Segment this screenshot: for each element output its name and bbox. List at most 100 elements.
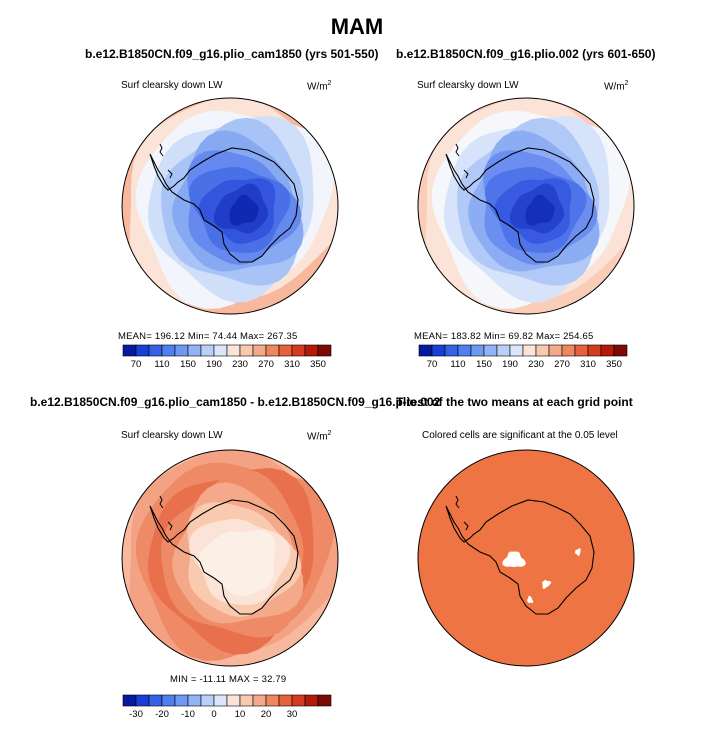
coastline-fragment xyxy=(455,495,460,509)
colorbar-box xyxy=(304,344,319,357)
colorbar-box xyxy=(226,694,241,707)
colorbar-box xyxy=(470,344,485,357)
colorbar-box xyxy=(548,344,563,357)
colorbar-box xyxy=(418,344,433,357)
map-boundary xyxy=(121,449,339,667)
panel4-polar-map xyxy=(417,449,635,667)
panel4-significance-note: Colored cells are significant at the 0.0… xyxy=(422,430,618,441)
colorbar-tick-label: 150 xyxy=(180,359,196,370)
colorbar-box xyxy=(574,344,589,357)
colorbar-tick-label: 70 xyxy=(131,359,142,370)
colorbar-box xyxy=(496,344,511,357)
colorbar-tick-label: 230 xyxy=(528,359,544,370)
panel2-stats: MEAN= 183.82 Min= 69.82 Max= 254.65 xyxy=(414,331,594,342)
field-band xyxy=(525,194,555,226)
colorbar-box xyxy=(148,344,163,357)
colorbar-box xyxy=(535,344,550,357)
insignificant-patch xyxy=(575,548,581,556)
colorbar-tick-label: 10 xyxy=(235,709,246,720)
colorbar-tick-label: 110 xyxy=(154,359,169,370)
colorbar-tick-label: 350 xyxy=(310,359,326,370)
colorbar-box xyxy=(278,344,293,357)
insignificant-patch xyxy=(527,595,534,603)
colorbar-box xyxy=(252,694,267,707)
antarctica-coastline xyxy=(445,499,595,615)
coastline-fragment xyxy=(463,521,469,531)
antarctica-coastline xyxy=(149,147,299,263)
colorbar-tick-label: 0 xyxy=(211,709,216,720)
colorbar-tick-label: 270 xyxy=(554,359,570,370)
colorbar-tick-label: -20 xyxy=(155,709,169,720)
colorbar-box xyxy=(278,694,293,707)
colorbar-box xyxy=(122,344,137,357)
colorbar-tick-label: 230 xyxy=(232,359,248,370)
colorbar-box xyxy=(252,344,267,357)
colorbar-box xyxy=(613,344,628,357)
colorbar-box xyxy=(135,694,150,707)
coastline-fragment xyxy=(455,143,460,157)
colorbar-box xyxy=(265,694,280,707)
colorbar-box xyxy=(304,694,319,707)
panel4-title: T-test of the two means at each grid poi… xyxy=(396,395,633,409)
colorbar-box xyxy=(444,344,459,357)
colorbar-box xyxy=(317,344,332,357)
colorbar-box xyxy=(561,344,576,357)
panel1-title: b.e12.B1850CN.f09_g16.plio_cam1850 (yrs … xyxy=(85,47,379,61)
panel3-stats: MIN = -11.11 MAX = 32.79 xyxy=(170,674,287,685)
colorbar-tick-label: 350 xyxy=(606,359,622,370)
colorbar-box xyxy=(161,694,176,707)
insignificant-patch xyxy=(542,580,552,589)
colorbar-tick-label: 190 xyxy=(502,359,518,370)
colorbar-box xyxy=(174,694,189,707)
field-band xyxy=(229,194,259,226)
colorbar-box xyxy=(135,344,150,357)
colorbar-box xyxy=(200,344,215,357)
colorbar-box xyxy=(522,344,537,357)
colorbar-box xyxy=(265,344,280,357)
colorbar-box xyxy=(317,694,332,707)
significance-field xyxy=(418,450,634,666)
colorbar-box xyxy=(161,344,176,357)
colorbar-box xyxy=(509,344,524,357)
colorbar-box xyxy=(457,344,472,357)
colorbar-box xyxy=(200,694,215,707)
colorbar-box xyxy=(431,344,446,357)
colorbar-tick-label: 310 xyxy=(580,359,596,370)
map-boundary xyxy=(417,97,635,315)
panel3-polar-map xyxy=(121,449,339,667)
panel1-stats: MEAN= 196.12 Min= 74.44 Max= 267.35 xyxy=(118,331,298,342)
panel1-variable-label: Surf clearsky down LW xyxy=(121,80,223,91)
colorbar-box xyxy=(239,344,254,357)
colorbar-box xyxy=(239,694,254,707)
colorbar-box xyxy=(600,344,615,357)
colorbar-box xyxy=(148,694,163,707)
colorbar-box xyxy=(187,694,202,707)
colorbar-box xyxy=(291,344,306,357)
field-band xyxy=(229,546,259,578)
colorbar-tick-label: -30 xyxy=(129,709,143,720)
panel2-variable-label: Surf clearsky down LW xyxy=(417,80,519,91)
panel2-title: b.e12.B1850CN.f09_g16.plio.002 (yrs 601-… xyxy=(396,47,656,61)
map-boundary xyxy=(417,449,635,667)
insignificant-patch xyxy=(502,551,526,568)
colorbar-box xyxy=(213,344,228,357)
panel2-polar-map xyxy=(417,97,635,315)
colorbar-box xyxy=(174,344,189,357)
coastline-fragment xyxy=(167,521,173,531)
colorbar-tick-label: 70 xyxy=(427,359,438,370)
colorbar-box xyxy=(187,344,202,357)
panel3-colorbar: -30 -20 -10 0 10 20 30 xyxy=(122,694,332,720)
map-boundary xyxy=(121,97,339,315)
coastline-fragment xyxy=(159,495,164,509)
colorbar-tick-label: 310 xyxy=(284,359,300,370)
coastline-fragment xyxy=(463,169,469,179)
colorbar-tick-label: 110 xyxy=(450,359,465,370)
season-title: MAM xyxy=(330,14,384,39)
colorbar-tick-label: 20 xyxy=(261,709,272,720)
panel3-variable-label: Surf clearsky down LW xyxy=(121,430,223,441)
coastline-fragment xyxy=(159,143,164,157)
colorbar-tick-label: -10 xyxy=(181,709,195,720)
colorbar-box xyxy=(291,694,306,707)
colorbar-tick-label: 150 xyxy=(476,359,492,370)
panel1-polar-map xyxy=(121,97,339,315)
